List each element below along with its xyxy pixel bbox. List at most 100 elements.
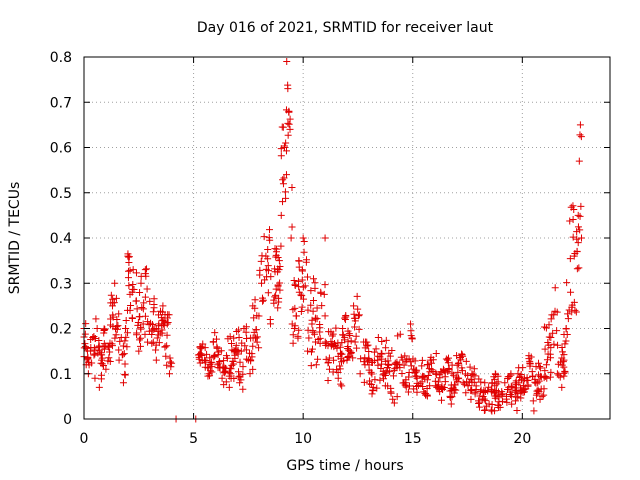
data-point	[508, 400, 516, 408]
data-point	[300, 295, 308, 303]
data-point	[371, 376, 379, 384]
data-point	[577, 202, 585, 210]
data-point	[298, 266, 306, 274]
data-point	[112, 294, 120, 302]
data-point	[246, 370, 254, 378]
data-point	[480, 395, 488, 403]
data-point	[337, 380, 345, 388]
data-point	[127, 301, 135, 309]
data-point	[367, 380, 375, 388]
data-point	[368, 390, 376, 398]
data-point	[130, 285, 138, 293]
data-point	[458, 367, 466, 375]
data-point	[320, 290, 328, 298]
data-point	[144, 318, 152, 326]
data-point	[529, 397, 537, 405]
data-point	[85, 358, 93, 366]
data-point	[381, 372, 389, 380]
data-point	[334, 369, 342, 377]
data-point	[137, 334, 145, 342]
data-point	[291, 281, 299, 289]
data-point	[125, 253, 133, 261]
data-point	[287, 234, 295, 242]
data-point	[345, 346, 353, 354]
data-point	[153, 334, 161, 342]
data-point	[540, 391, 548, 399]
data-point	[543, 356, 551, 364]
data-point	[414, 382, 422, 390]
data-point	[102, 365, 110, 373]
data-point	[355, 325, 363, 333]
data-point	[446, 387, 454, 395]
data-point	[143, 285, 151, 293]
data-point	[152, 356, 160, 364]
data-point	[214, 351, 222, 359]
data-point	[398, 370, 406, 378]
data-point	[274, 304, 282, 312]
data-point	[429, 356, 437, 364]
data-point	[205, 364, 213, 372]
data-point	[446, 393, 454, 401]
data-point	[88, 359, 96, 367]
data-point	[314, 355, 322, 363]
data-point	[498, 391, 506, 399]
data-point	[561, 340, 569, 348]
data-point	[106, 348, 114, 356]
data-point	[258, 252, 266, 260]
data-point	[352, 332, 360, 340]
data-point	[277, 242, 285, 250]
data-point	[279, 176, 287, 184]
data-point	[108, 340, 116, 348]
data-point	[102, 342, 110, 350]
data-point	[546, 350, 554, 358]
data-point	[562, 337, 570, 345]
data-point	[263, 273, 271, 281]
data-point	[480, 406, 488, 414]
y-tick-label: 0	[63, 412, 72, 428]
data-point	[576, 212, 584, 220]
data-point	[295, 257, 303, 265]
data-point	[305, 334, 313, 342]
data-point	[549, 329, 557, 337]
data-point	[232, 346, 240, 354]
data-point	[124, 267, 132, 275]
data-point	[309, 297, 317, 305]
data-point	[401, 381, 409, 389]
data-point	[235, 373, 243, 381]
x-tick-label: 5	[189, 431, 198, 447]
data-point	[136, 313, 144, 321]
data-point	[316, 328, 324, 336]
data-point	[236, 372, 244, 380]
data-point	[577, 133, 585, 141]
data-point	[395, 360, 403, 368]
data-point	[252, 334, 260, 342]
data-point	[556, 358, 564, 366]
data-point	[96, 347, 104, 355]
data-point	[420, 388, 428, 396]
data-point	[100, 325, 108, 333]
data-point	[389, 395, 397, 403]
data-point	[294, 277, 302, 285]
data-point	[456, 354, 464, 362]
data-point	[253, 312, 261, 320]
data-point	[299, 234, 307, 242]
data-point	[149, 308, 157, 316]
data-point	[167, 363, 175, 371]
data-point	[402, 358, 410, 366]
data-point	[492, 370, 500, 378]
data-point	[397, 353, 405, 361]
data-point	[297, 291, 305, 299]
data-point	[154, 327, 162, 335]
data-point	[197, 350, 205, 358]
data-point	[119, 342, 127, 350]
data-point	[264, 245, 272, 253]
data-point	[124, 329, 132, 337]
data-point	[133, 331, 141, 339]
data-point	[300, 248, 308, 256]
data-point	[299, 283, 307, 291]
data-point	[277, 145, 285, 153]
data-point	[382, 344, 390, 352]
data-point	[288, 223, 296, 231]
y-axis-label: SRMTID / TECUs	[7, 182, 23, 295]
data-point	[122, 316, 130, 324]
